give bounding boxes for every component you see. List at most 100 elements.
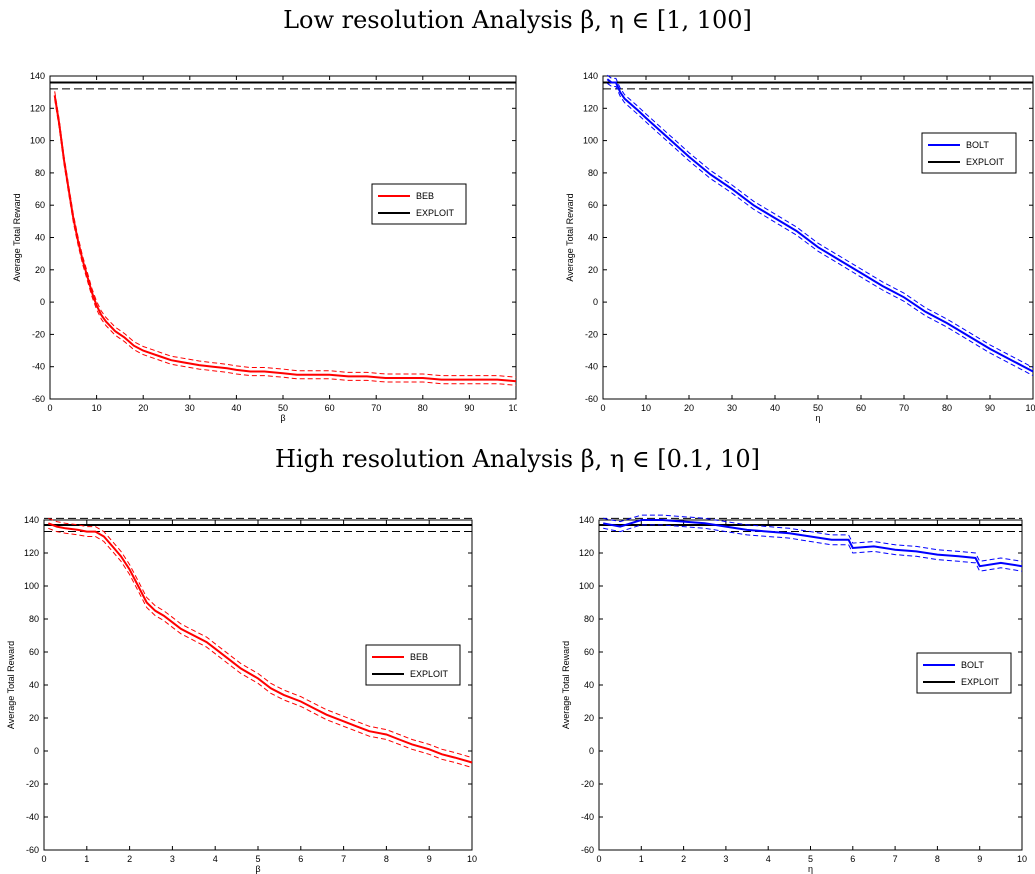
y-tick-label: -40 xyxy=(585,362,598,372)
y-tick-label: -20 xyxy=(26,779,39,789)
y-tick-label: 120 xyxy=(579,548,594,558)
y-tick-label: -60 xyxy=(581,845,594,855)
series-line-bolt xyxy=(606,78,1034,373)
chart-low-res-bolt: 0 10 20 30 40 50 60 70 80 90 100 -60 -40 -20 0 20 40 60 80… xyxy=(565,71,1035,423)
y-tick-label: 0 xyxy=(34,746,39,756)
y-tick-label: 20 xyxy=(584,713,594,723)
chart-high-res-beb: 0 1 2 3 4 5 6 7 8 9 10 -60 -40 -20 0 20 40 60 80 100 120 140 β… xyxy=(6,515,477,874)
legend-label: BOLT xyxy=(966,140,989,150)
x-tick-label: 60 xyxy=(325,403,335,413)
x-axis-label: η xyxy=(808,864,813,874)
x-tick-label: 4 xyxy=(213,854,218,864)
y-tick-label: -20 xyxy=(32,329,45,339)
x-tick-label: 0 xyxy=(41,854,46,864)
legend-label: EXPLOIT xyxy=(410,669,449,679)
y-tick-label: 40 xyxy=(35,233,45,243)
y-tick-label: 120 xyxy=(24,548,39,558)
legend: BEB EXPLOIT xyxy=(365,644,461,686)
y-tick-label: 0 xyxy=(593,297,598,307)
legend-label: BEB xyxy=(410,652,428,662)
legend-box xyxy=(921,132,1017,174)
x-tick-label: 1 xyxy=(639,854,644,864)
y-tick-label: -20 xyxy=(585,329,598,339)
x-tick-label: 8 xyxy=(384,854,389,864)
plot-frame xyxy=(602,75,1034,400)
legend-box xyxy=(916,652,1012,694)
y-tick-label: 80 xyxy=(35,168,45,178)
x-tick-label: 60 xyxy=(856,403,866,413)
legend: BEB EXPLOIT xyxy=(371,183,467,225)
x-tick-label: 100 xyxy=(508,403,517,413)
x-tick-label: 10 xyxy=(1017,854,1027,864)
x-tick-label: 9 xyxy=(977,854,982,864)
x-tick-label: 10 xyxy=(641,403,651,413)
x-tick-label: 4 xyxy=(766,854,771,864)
y-tick-label: 100 xyxy=(24,581,39,591)
x-tick-label: 0 xyxy=(596,854,601,864)
series-upper-band xyxy=(54,91,517,378)
x-tick-label: 5 xyxy=(255,854,260,864)
y-tick-label: 40 xyxy=(29,680,39,690)
y-tick-label: 140 xyxy=(24,515,39,525)
x-tick-label: 2 xyxy=(127,854,132,864)
x-axis-label: β xyxy=(280,413,285,423)
series-lower-band xyxy=(54,99,517,386)
y-tick-label: 20 xyxy=(588,265,598,275)
series-line-beb xyxy=(47,522,473,764)
legend-label: BEB xyxy=(416,191,434,201)
x-tick-label: 0 xyxy=(600,403,605,413)
x-tick-label: 2 xyxy=(681,854,686,864)
x-tick-label: 9 xyxy=(427,854,432,864)
y-tick-label: -60 xyxy=(32,394,45,404)
y-tick-label: 60 xyxy=(584,647,594,657)
legend-label: EXPLOIT xyxy=(966,157,1005,167)
series-lower-band xyxy=(607,82,1034,377)
series-upper-band xyxy=(607,74,1034,368)
y-tick-label: 0 xyxy=(40,297,45,307)
x-tick-label: 20 xyxy=(138,403,148,413)
y-tick-label: -40 xyxy=(26,812,39,822)
x-tick-label: 40 xyxy=(231,403,241,413)
legend-box xyxy=(365,644,461,686)
x-tick-label: 7 xyxy=(893,854,898,864)
x-tick-label: 1 xyxy=(84,854,89,864)
legend: BOLT EXPLOIT xyxy=(921,132,1017,174)
y-axis-label: Average Total Reward xyxy=(561,641,571,729)
x-tick-label: 50 xyxy=(813,403,823,413)
x-tick-label: 90 xyxy=(985,403,995,413)
x-tick-label: 30 xyxy=(727,403,737,413)
x-tick-label: 6 xyxy=(298,854,303,864)
legend-box xyxy=(371,183,467,225)
y-tick-label: 120 xyxy=(583,103,598,113)
chart-high-res-bolt: 0 1 2 3 4 5 6 7 8 9 10 -60 -40 -20 0 20 40 60 80 100 120 140 η… xyxy=(561,514,1027,874)
section-title-low-resolution: Low resolution Analysis β, η ∈ [1, 100] xyxy=(283,6,752,34)
y-tick-label: 140 xyxy=(579,515,594,525)
y-tick-label: 80 xyxy=(588,168,598,178)
x-tick-label: 6 xyxy=(850,854,855,864)
legend-label: EXPLOIT xyxy=(961,677,1000,687)
series-line-bolt xyxy=(603,519,1023,568)
series-lower-band xyxy=(603,524,1023,572)
y-tick-label: 40 xyxy=(584,680,594,690)
y-tick-label: -60 xyxy=(26,845,39,855)
y-tick-label: -40 xyxy=(581,812,594,822)
x-tick-label: 10 xyxy=(92,403,102,413)
x-tick-label: 70 xyxy=(371,403,381,413)
y-tick-label: -20 xyxy=(581,779,594,789)
y-axis-label: Average Total Reward xyxy=(12,193,22,281)
legend-label: BOLT xyxy=(961,660,984,670)
y-tick-label: 60 xyxy=(29,647,39,657)
y-tick-label: -40 xyxy=(32,362,45,372)
legend-label: EXPLOIT xyxy=(416,208,455,218)
x-tick-label: 90 xyxy=(464,403,474,413)
y-axis-label: Average Total Reward xyxy=(565,193,575,281)
series-lower-band xyxy=(48,527,473,768)
y-tick-label: 120 xyxy=(30,103,45,113)
y-tick-label: -60 xyxy=(585,394,598,404)
x-axis-label: η xyxy=(815,413,820,423)
y-tick-label: 100 xyxy=(30,136,45,146)
series-line-beb xyxy=(53,95,517,383)
x-tick-label: 3 xyxy=(723,854,728,864)
x-tick-label: 20 xyxy=(684,403,694,413)
y-tick-label: 80 xyxy=(29,614,39,624)
